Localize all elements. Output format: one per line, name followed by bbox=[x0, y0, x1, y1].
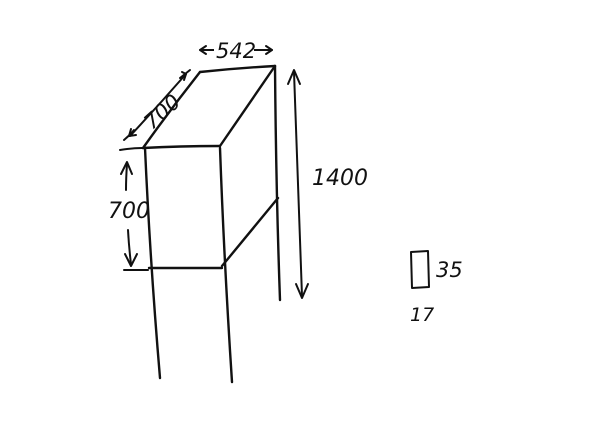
box-bottom-side-edge bbox=[220, 196, 280, 268]
back-right-leg bbox=[273, 64, 282, 302]
box-height-dimension: 700 bbox=[108, 147, 150, 271]
depth-arrow-line bbox=[129, 73, 187, 137]
box-height-arrowhead-bottom bbox=[124, 253, 138, 267]
box-outline bbox=[141, 64, 282, 384]
top-face-left-edge bbox=[141, 70, 202, 150]
box-height-arrowhead-top bbox=[120, 161, 133, 175]
small-rect-width-label: 17 bbox=[410, 304, 434, 326]
width-arrowhead-start bbox=[199, 45, 207, 55]
box-height-arrow-lower bbox=[127, 229, 132, 265]
width-label-mask bbox=[214, 38, 254, 62]
depth-arrowhead-end bbox=[181, 71, 187, 81]
width-label: 542 bbox=[216, 39, 256, 63]
width-arrowhead-end bbox=[265, 45, 273, 55]
depth-label: 700 bbox=[139, 90, 185, 135]
width-dimension: 542 bbox=[199, 38, 273, 63]
small-rect-height-label: 35 bbox=[436, 258, 463, 282]
total-height-arrowhead-bottom bbox=[295, 283, 309, 299]
top-face-right-edge bbox=[218, 64, 277, 148]
total-height-arrowhead-top bbox=[287, 69, 301, 85]
top-face-front-edge bbox=[141, 144, 222, 150]
small-rect-detail: 35 17 bbox=[410, 250, 463, 326]
box-height-label: 700 bbox=[108, 199, 150, 224]
front-left-leg bbox=[143, 146, 162, 380]
depth-arrowhead-start bbox=[128, 128, 137, 137]
depth-dimension: 700 bbox=[123, 69, 191, 141]
top-face-back-edge bbox=[198, 64, 277, 74]
box-height-top-tick bbox=[119, 147, 143, 151]
total-height-dimension: 1400 bbox=[287, 69, 368, 299]
box-height-arrow-upper bbox=[125, 163, 128, 191]
total-height-arrow-line bbox=[293, 71, 303, 297]
total-height-label: 1400 bbox=[312, 166, 368, 191]
small-rect bbox=[410, 250, 430, 289]
